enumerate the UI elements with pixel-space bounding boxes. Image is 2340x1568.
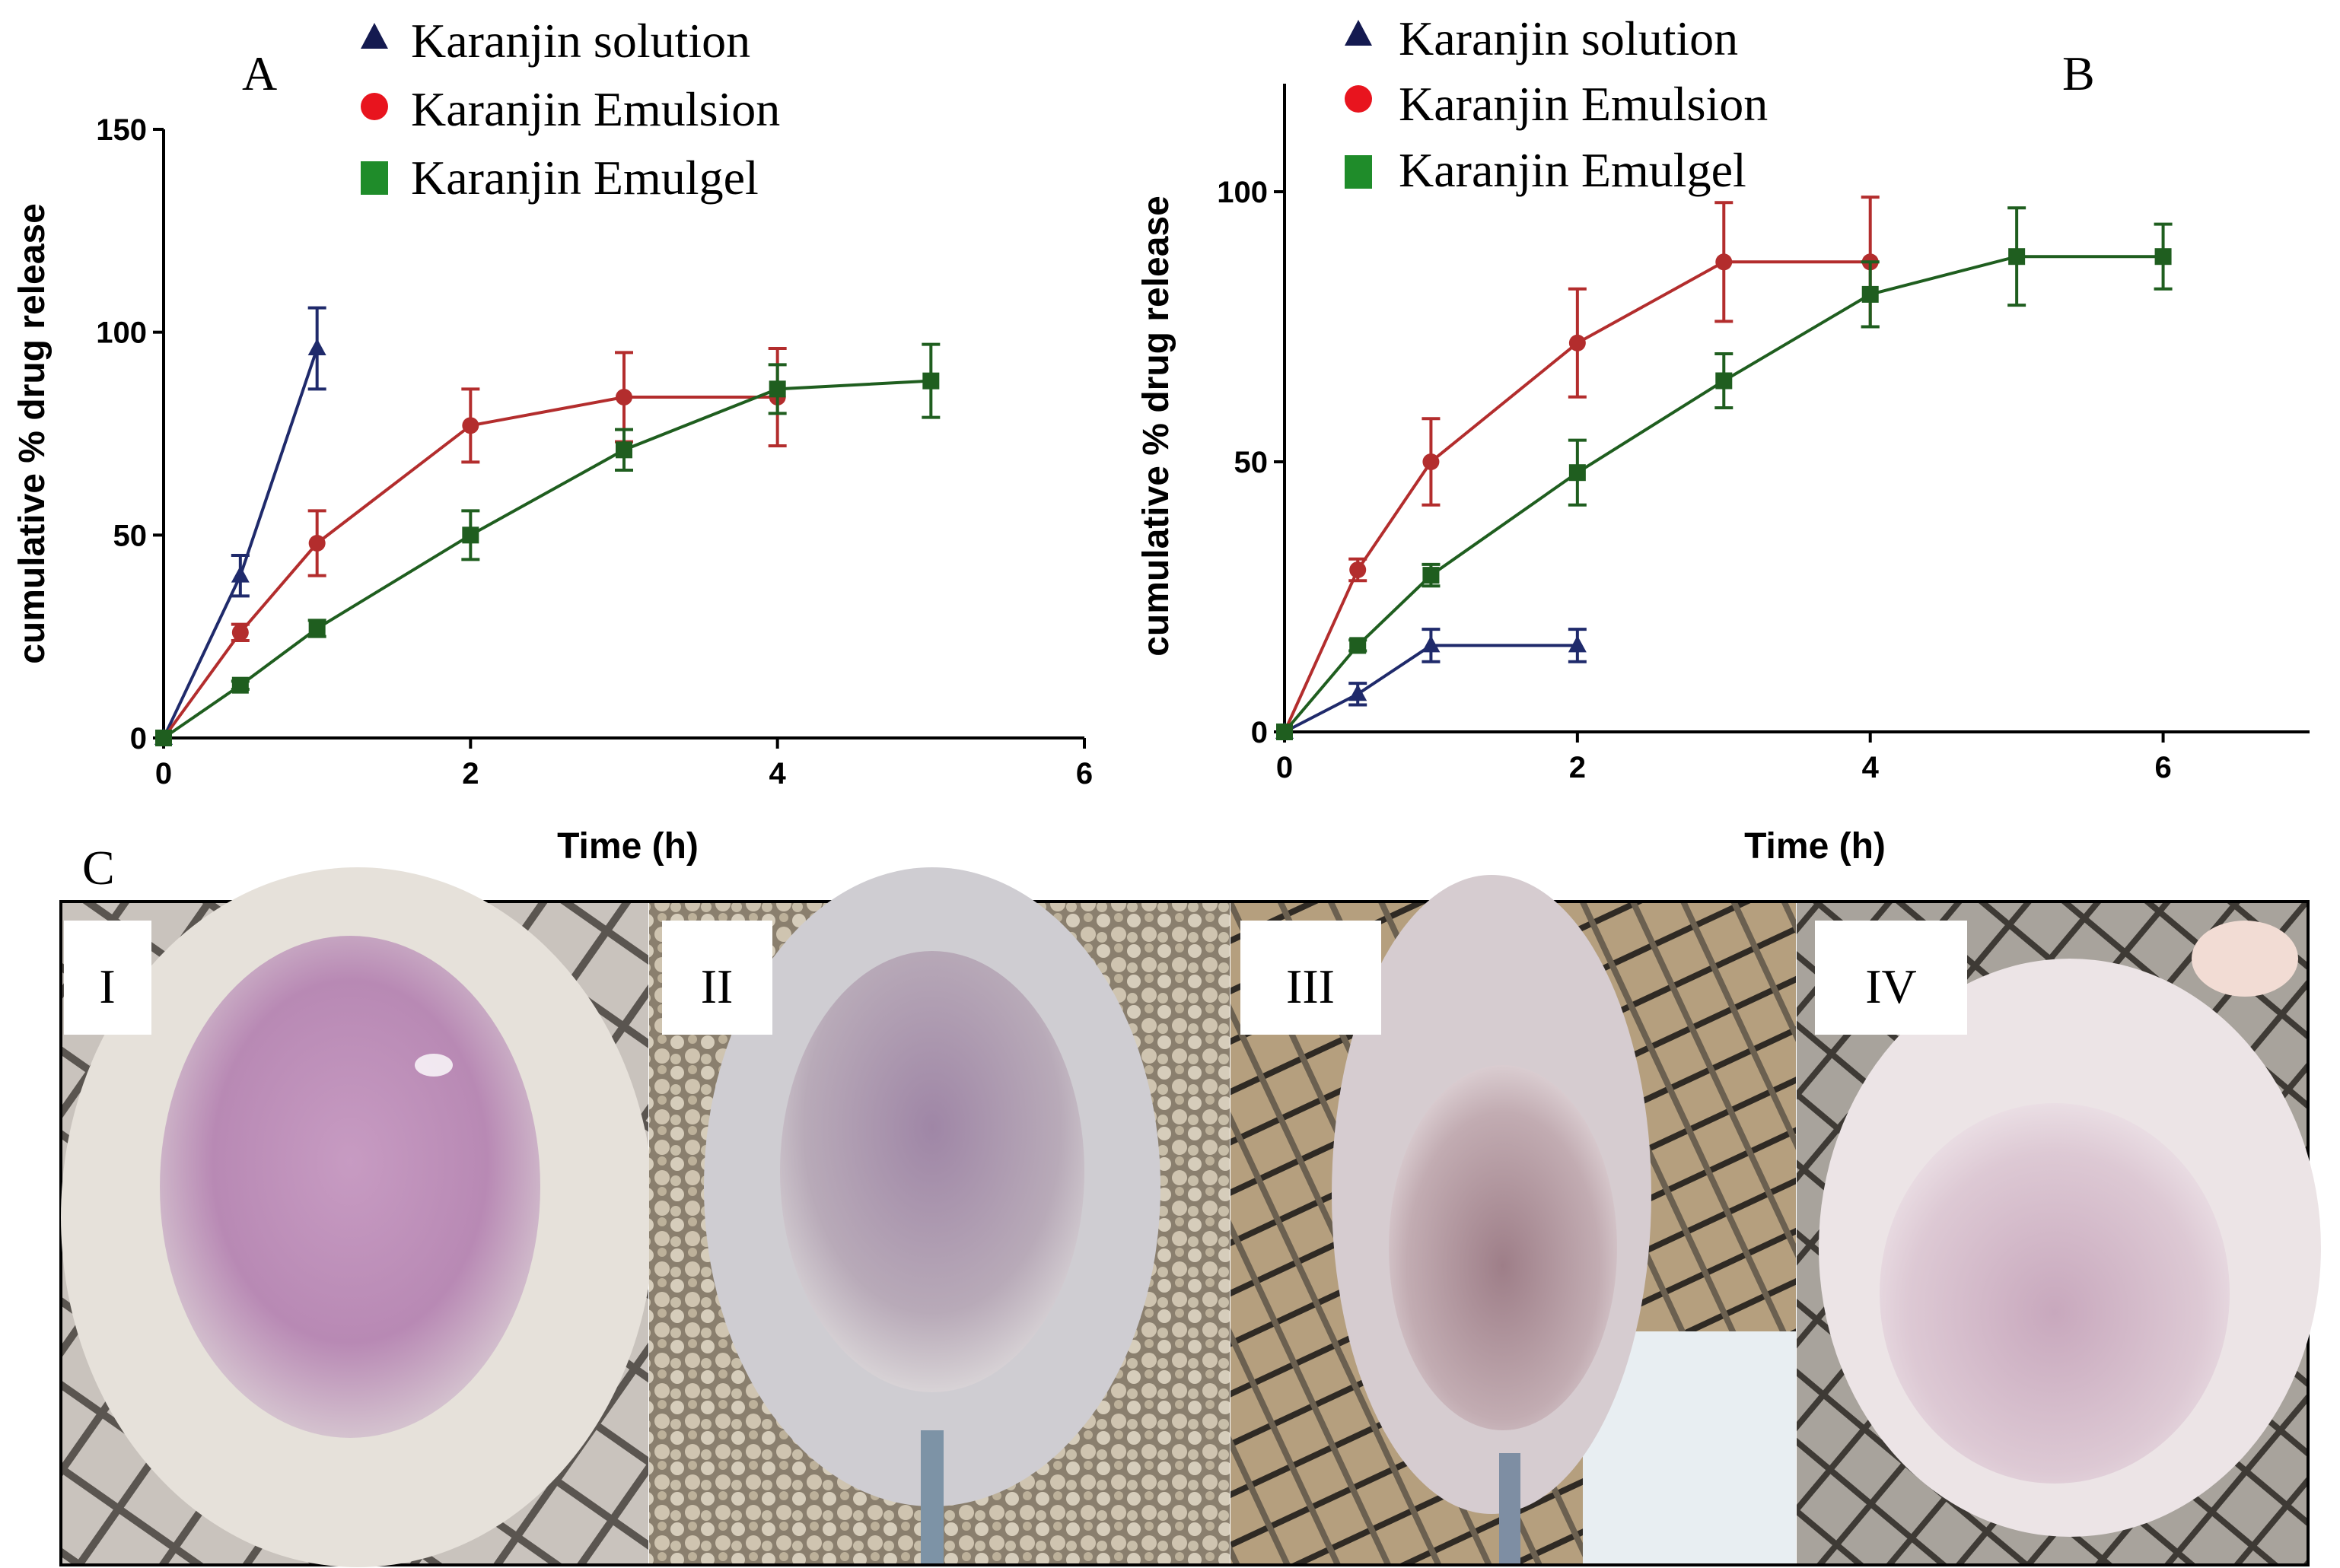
chart-a-y-tick-label: 150 xyxy=(96,113,147,147)
chart-b-series-emulsion-point xyxy=(1349,561,1367,578)
chart-b-series-emulsion-line xyxy=(1283,260,1870,733)
chart-a-plot: 0 2 4 6 0 50 100 150 xyxy=(96,113,1093,790)
chart-a-series-emulgel-point xyxy=(231,676,249,694)
photo-iv-label-box xyxy=(1815,921,1967,1035)
chart-b-series-emulgel-point xyxy=(1861,285,1879,303)
photo-ii-label: II xyxy=(701,959,734,1013)
chart-b-series-emulgel-point xyxy=(2008,248,2026,266)
photo-i-skin-area xyxy=(160,936,540,1438)
chart-b-series-emulgel-point xyxy=(1349,637,1367,654)
chart-a-series-emulsion-point xyxy=(462,417,479,434)
chart-a-x-tick-label: 2 xyxy=(462,757,479,790)
chart-a-x-axis-label: Time (h) xyxy=(557,826,699,867)
chart-a-series-emulsion-point xyxy=(616,389,632,406)
chart-b-plot: 0 2 4 6 0 50 100 xyxy=(1217,84,2310,784)
chart-a-y-tick-label: 50 xyxy=(113,519,148,552)
legend-a-solution-marker xyxy=(361,23,388,49)
panel-letter-b: B xyxy=(2062,46,2095,100)
chart-b-x-axis-label: Time (h) xyxy=(1744,826,1886,867)
photo-iii-label: III xyxy=(1286,959,1335,1013)
chart-a-series-emulsion-line xyxy=(162,396,778,739)
chart-b-series-emulgel-point xyxy=(1422,567,1440,584)
chart-a-legend: Karanjin solution Karanjin Emulsion Kara… xyxy=(361,14,780,205)
chart-b-series-emulsion-point xyxy=(1422,453,1440,470)
legend-b-emulgel-marker xyxy=(1345,155,1372,189)
photo-i-label-box xyxy=(64,921,151,1035)
chart-b-series-emulgel-point xyxy=(1568,464,1586,482)
chart-b-x-tick-label: 0 xyxy=(1276,751,1293,784)
legend-b-solution-label: Karanjin solution xyxy=(1399,11,1738,65)
photo-ii-tail xyxy=(921,1430,944,1563)
legend-b-emulsion-marker xyxy=(1345,85,1372,113)
chart-a-series-solution-point xyxy=(307,339,326,355)
photo-iii-label-box xyxy=(1240,921,1381,1035)
chart-b-y-tick-label: 50 xyxy=(1234,446,1269,479)
photo-i-label: I xyxy=(99,959,115,1013)
chart-b-legend: Karanjin solution Karanjin Emulsion Kara… xyxy=(1345,11,1768,197)
chart-a-y-axis-label: cumulative % drug release xyxy=(12,203,53,664)
photo-iii-tail xyxy=(1499,1453,1520,1563)
legend-a-emulsion-marker xyxy=(361,93,388,120)
chart-a-series-emulgel-point xyxy=(769,380,786,398)
panel-letter-a: A xyxy=(242,46,277,100)
chart-a-x-tick-label: 4 xyxy=(769,757,787,790)
chart-b-series-solution-point xyxy=(1568,635,1587,653)
chart-a-y-tick-label: 100 xyxy=(96,316,147,350)
chart-b-x-tick-label: 4 xyxy=(1862,751,1880,784)
chart-b-series-emulsion-point xyxy=(1568,334,1586,351)
chart-a-series-emulgel-point xyxy=(308,620,326,637)
chart-b-series-emulgel-point xyxy=(1715,372,1733,390)
chart-a-series-emulgel-point xyxy=(462,526,479,544)
chart-b-series-solution-point xyxy=(1422,635,1441,653)
chart-a-series-solution-point xyxy=(231,565,250,583)
legend-a-emulgel-label: Karanjin Emulgel xyxy=(411,151,759,205)
photo-iii: III xyxy=(1230,875,1796,1563)
chart-b-series-solution-point xyxy=(1348,684,1367,701)
photo-iv-ear xyxy=(2192,921,2298,997)
photo-iv-label: IV xyxy=(1865,959,1917,1013)
chart-b-x-tick-label: 2 xyxy=(1569,751,1586,784)
photo-iii-skin-area xyxy=(1389,1065,1617,1430)
chart-a-series-emulgel-point xyxy=(155,730,172,746)
chart-b: 0 2 4 6 0 50 100 Time (h) cumulative % drug re… xyxy=(1136,84,2310,867)
photo-ii-label-box xyxy=(662,921,772,1035)
legend-a-solution-label: Karanjin solution xyxy=(411,14,750,68)
chart-b-series-emulgel-line xyxy=(1283,255,2163,733)
photo-iv: IV xyxy=(1797,903,2321,1563)
chart-a-series-emulsion-point xyxy=(308,535,326,552)
chart-a-y-tick-label: 0 xyxy=(130,722,147,755)
chart-b-y-tick-label: 0 xyxy=(1251,716,1268,749)
legend-b-emulsion-label: Karanjin Emulsion xyxy=(1399,77,1768,131)
legend-b-emulgel-label: Karanjin Emulgel xyxy=(1399,143,1746,197)
chart-b-y-tick-label: 100 xyxy=(1217,176,1268,209)
photo-iv-skin-area xyxy=(1880,1103,2230,1484)
chart-a: 0 2 4 6 0 50 100 150 Time (h) cumulative % drug… xyxy=(12,113,1093,867)
panel-letter-c: C xyxy=(82,841,115,895)
chart-b-x-tick-label: 6 xyxy=(2154,751,2171,784)
photo-ii: II xyxy=(649,867,1230,1563)
legend-b-solution-marker xyxy=(1345,20,1372,46)
chart-a-x-tick-label: 6 xyxy=(1076,757,1093,790)
chart-a-x-tick-label: 0 xyxy=(155,757,172,790)
chart-b-series-emulsion-point xyxy=(1715,253,1733,271)
chart-a-series-emulgel-line xyxy=(162,379,931,739)
chart-b-series-emulgel-point xyxy=(1276,724,1293,740)
chart-b-series-emulgel-point xyxy=(2154,248,2172,266)
legend-a-emulsion-label: Karanjin Emulsion xyxy=(411,82,780,136)
photo-ii-skin-area xyxy=(780,951,1084,1392)
chart-a-series-emulsion-point xyxy=(231,624,249,641)
photo-panel-c: I II III IV xyxy=(59,867,2321,1567)
legend-a-emulgel-marker xyxy=(361,161,388,195)
chart-a-series-emulgel-point xyxy=(922,372,940,390)
photo-i: I xyxy=(61,867,654,1567)
chart-b-y-axis-label: cumulative % drug release xyxy=(1136,196,1176,657)
chart-b-series-solution-line xyxy=(1284,644,1578,733)
chart-a-series-emulgel-point xyxy=(616,441,632,459)
